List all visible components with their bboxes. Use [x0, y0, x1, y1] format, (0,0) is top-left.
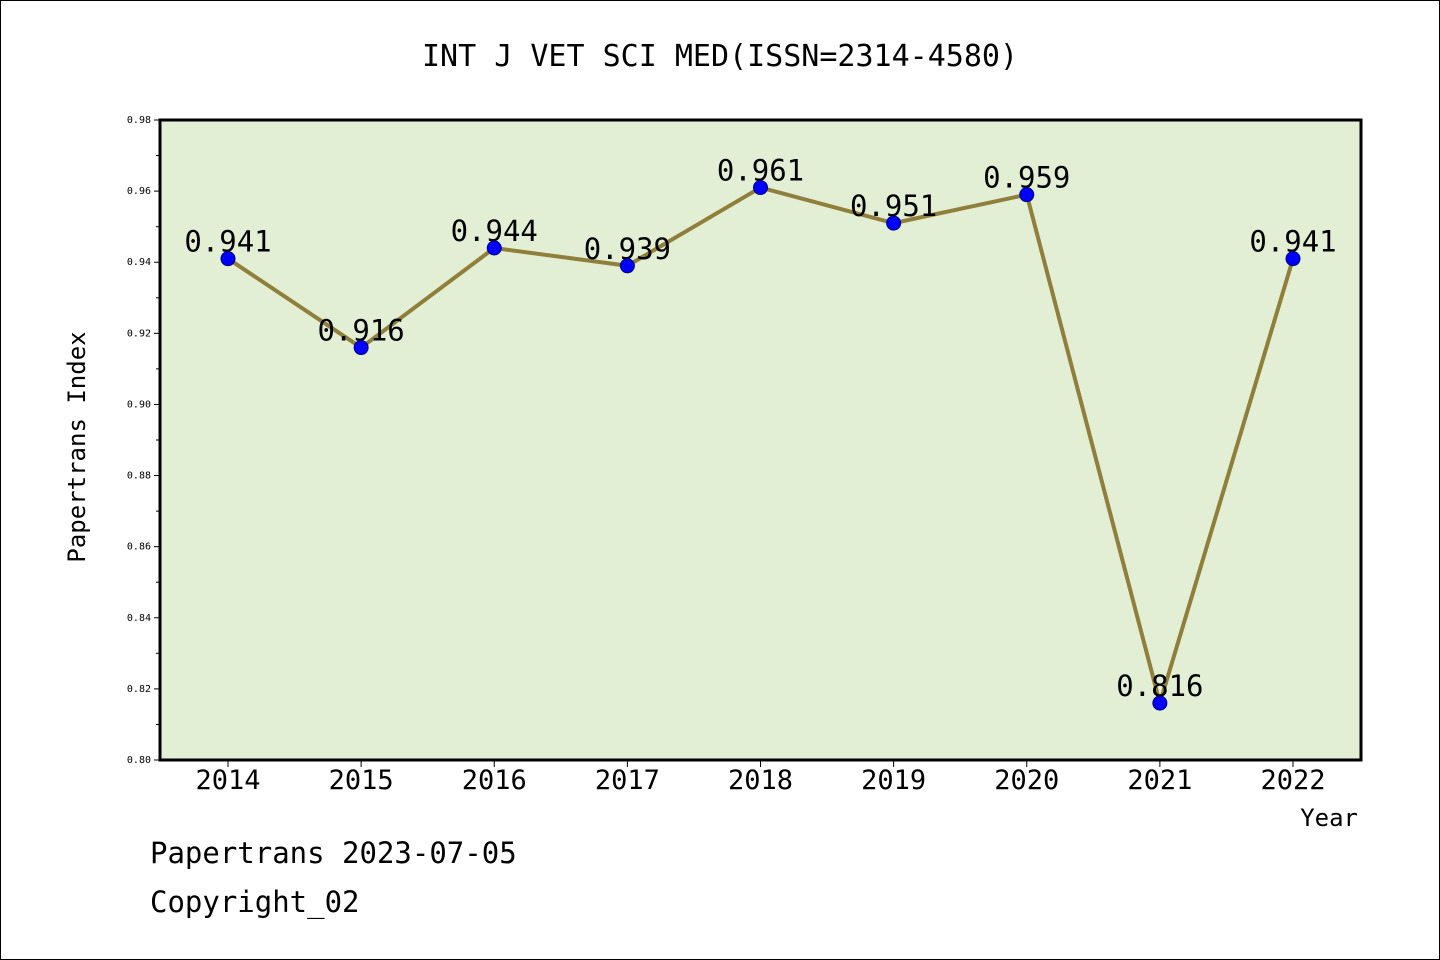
chart-title: INT J VET SCI MED(ISSN=2314-4580) — [422, 39, 1018, 74]
data-point — [619, 258, 635, 274]
y-axis-label: Papertrans Index — [63, 331, 91, 562]
x-tick-label: 2016 — [462, 765, 527, 796]
data-point — [1285, 251, 1301, 267]
x-tick-label: 2022 — [1260, 765, 1325, 796]
y-tick-label: 0.86 — [127, 542, 151, 553]
plot-border — [158, 118, 1363, 762]
y-tick-label: 0.84 — [127, 613, 151, 624]
data-markers — [220, 180, 1301, 711]
data-point — [1152, 695, 1168, 711]
y-tick-label: 0.92 — [127, 328, 151, 339]
plot-area — [160, 120, 1361, 760]
x-tick-label: 2019 — [861, 765, 926, 796]
data-point — [486, 240, 502, 256]
footer-date: Papertrans 2023-07-05 — [150, 836, 517, 870]
y-tick-label: 0.82 — [127, 684, 151, 695]
x-tick-label: 2018 — [728, 765, 793, 796]
y-tick-label: 0.80 — [127, 755, 151, 766]
x-tick-label: 2015 — [329, 765, 394, 796]
y-tick-label: 0.96 — [127, 186, 151, 197]
x-axis-label: Year — [1300, 804, 1358, 832]
x-tick-label: 2014 — [195, 765, 260, 796]
footer-copyright: Copyright_02 — [150, 885, 360, 919]
data-point — [1019, 187, 1035, 203]
data-point — [353, 340, 369, 356]
y-tick-label: 0.94 — [127, 257, 151, 268]
data-point — [220, 251, 236, 267]
x-tick-label: 2021 — [1127, 765, 1192, 796]
data-point — [886, 215, 902, 231]
x-tick-label: 2017 — [595, 765, 660, 796]
y-tick-label: 0.90 — [127, 399, 151, 410]
y-tick-label: 0.88 — [127, 471, 151, 482]
x-tick-label: 2020 — [994, 765, 1059, 796]
y-tick-label: 0.98 — [127, 115, 151, 126]
data-point — [753, 180, 768, 196]
axis-ticks: 0.80 0.82 0.84 0.86 0.88 0.90 0.92 0.94 0.96 0.98… — [127, 115, 1326, 796]
